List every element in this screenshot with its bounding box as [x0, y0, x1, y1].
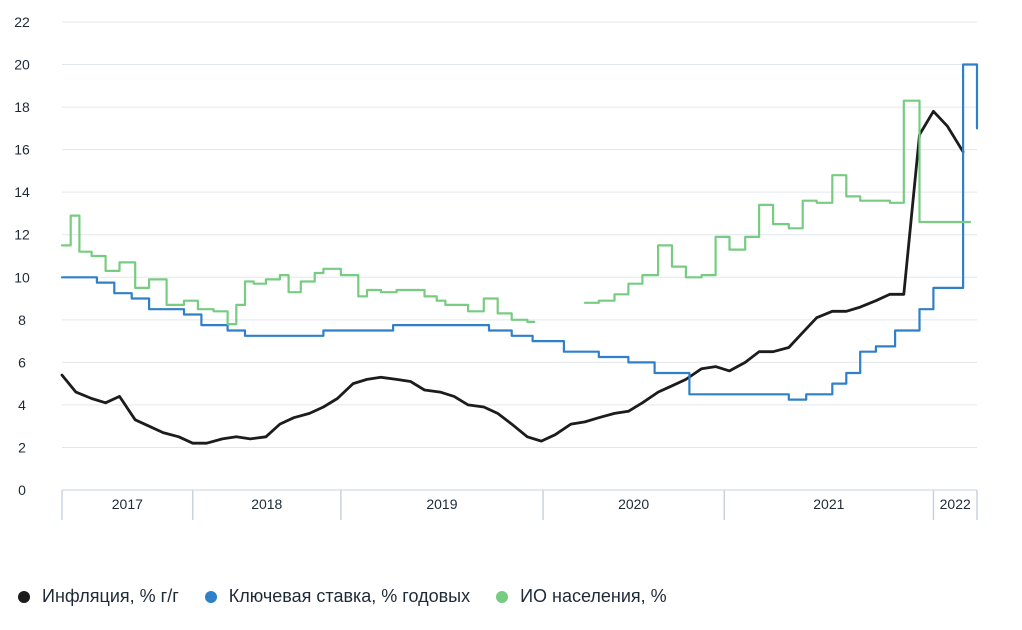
legend: Инфляция, % г/г Ключевая ставка, % годов…	[18, 586, 693, 607]
x-tick-label-2021: 2021	[813, 496, 844, 512]
y-tick-label-20: 20	[14, 57, 30, 73]
x-tick-label-2017: 2017	[112, 496, 143, 512]
x-tick-label-2019: 2019	[426, 496, 457, 512]
legend-item-io[interactable]: ИО населения, %	[496, 586, 667, 607]
y-tick-label-6: 6	[18, 354, 26, 370]
legend-item-inflation[interactable]: Инфляция, % г/г	[18, 586, 179, 607]
x-tick-label-2022: 2022	[940, 496, 971, 512]
legend-item-key-rate[interactable]: Ключевая ставка, % годовых	[204, 586, 471, 607]
series-line-2-segment-0	[60, 214, 536, 326]
legend-label-inflation: Инфляция, % г/г	[42, 586, 179, 606]
series-line-2-segment-1	[583, 99, 972, 304]
legend-marker-inflation	[18, 590, 30, 603]
y-tick-label-12: 12	[14, 227, 30, 243]
y-tick-label-18: 18	[14, 99, 30, 115]
legend-label-key-rate: Ключевая ставка, % годовых	[228, 586, 471, 606]
legend-label-io: ИО населения, %	[520, 586, 667, 606]
y-tick-label-8: 8	[18, 312, 26, 328]
y-tick-label-10: 10	[14, 269, 30, 285]
y-tick-label-16: 16	[14, 142, 30, 158]
y-tick-label-2: 2	[18, 439, 26, 455]
x-tick-label-2018: 2018	[251, 496, 282, 512]
y-tick-label-0: 0	[18, 482, 26, 498]
series-line-0-segment-0	[60, 109, 965, 445]
series-line-1-segment-0	[60, 63, 979, 401]
x-tick-label-2020: 2020	[618, 496, 649, 512]
legend-marker-io	[496, 590, 509, 603]
y-tick-label-14: 14	[14, 184, 30, 200]
y-tick-label-4: 4	[18, 397, 26, 413]
y-tick-label-22: 22	[14, 14, 30, 30]
legend-marker-key-rate	[204, 590, 217, 603]
